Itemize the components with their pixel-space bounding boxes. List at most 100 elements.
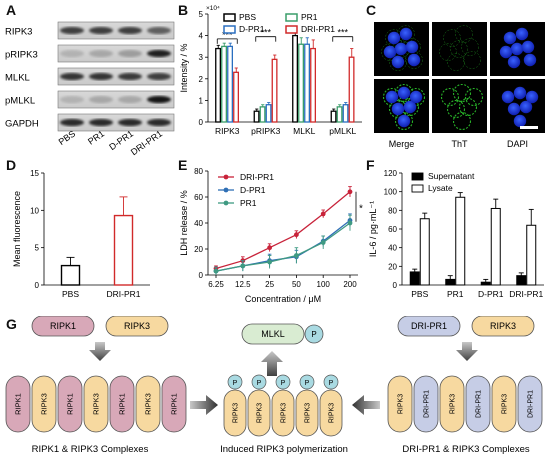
y-tick-label: 5 <box>199 10 204 19</box>
tht-signal <box>461 38 479 56</box>
panel-label-d: D <box>6 157 17 173</box>
legend-swatch <box>223 13 236 22</box>
bar <box>304 43 310 123</box>
ripk1-subunit-label: RIPK1 <box>66 393 75 415</box>
nucleus <box>391 102 405 116</box>
nucleus <box>403 100 417 114</box>
panel-label-f: F <box>366 157 375 173</box>
y-tick-label: 60 <box>388 225 397 234</box>
panel-label-e: E <box>178 157 188 173</box>
bar <box>330 110 337 123</box>
x-tick-label: pMLKL <box>329 126 356 136</box>
caption-right: DRI-PR1 & RIPK3 Complexes <box>402 444 529 455</box>
y-tick-label: 80 <box>194 167 203 176</box>
phosphate <box>323 374 339 390</box>
legend-swatch <box>285 25 298 34</box>
x-tick-label: RIPK3 <box>215 126 240 136</box>
nucleus <box>515 27 529 41</box>
blot-band <box>60 72 84 81</box>
blot-row-label: pMLKL <box>5 96 35 107</box>
up-arrow <box>261 351 283 376</box>
phosphate-label: P <box>257 380 262 387</box>
right-arrow <box>190 395 218 415</box>
bar <box>215 47 221 123</box>
micrograph-label: DAPI <box>507 139 528 149</box>
bar <box>310 47 316 123</box>
nucleus <box>397 114 411 128</box>
y-tick-label: 2 <box>199 75 204 84</box>
blot-row-label: RIPK3 <box>5 27 32 38</box>
legend-label: Supernatant <box>428 171 475 181</box>
bar <box>419 218 430 286</box>
ripk3-monomer <box>471 316 535 337</box>
nucleus <box>510 42 524 56</box>
y-tick-label: 20 <box>194 245 203 254</box>
ripk3-subunit-label: RIPK3 <box>144 393 153 415</box>
blot-strip <box>57 113 175 132</box>
dri-pr1-subunit-label: DRI-PR1 <box>423 390 430 418</box>
data-point <box>213 268 219 274</box>
data-point <box>294 232 299 238</box>
nucleus <box>503 31 517 45</box>
blot-row-label: GAPDH <box>5 119 39 130</box>
y-tick-label: 60 <box>194 193 203 202</box>
microscopy-panel: Merge ThT DAPI <box>374 22 545 149</box>
phosphate <box>304 324 324 344</box>
tht-signal <box>443 29 461 47</box>
panel-label-g: G <box>6 316 17 332</box>
ripk3-polymer-subunit <box>247 389 271 437</box>
bar <box>265 104 272 123</box>
axis-multiplier: ×10⁴ <box>206 5 220 12</box>
data-point <box>347 189 353 195</box>
tht-signal <box>447 53 465 71</box>
ripk3-polymer-subunit <box>295 389 319 437</box>
tht-signal <box>439 43 457 61</box>
phosphate-label: P <box>233 380 238 387</box>
phosphate <box>251 374 267 390</box>
ripk3-polymer-subunit <box>319 389 343 437</box>
nucleus <box>523 53 537 67</box>
tht-signal <box>464 87 484 107</box>
legend-marker <box>223 174 229 180</box>
phosphate <box>299 374 315 390</box>
legend-label: PR1 <box>240 198 257 208</box>
legend-label: DRI-PR1 <box>301 24 335 34</box>
tht-signal <box>452 111 472 131</box>
ripk3-monomer-label: RIPK3 <box>124 321 150 331</box>
blot-lane-label: DRI-PR1 <box>129 128 164 157</box>
dri-pr1-subunit <box>465 375 491 433</box>
scale-bar <box>520 126 538 129</box>
tht-signal <box>440 87 460 107</box>
blot-band <box>118 49 142 58</box>
bar <box>227 45 233 123</box>
legend-label: D-PR1 <box>240 185 266 195</box>
ripk1-monomer <box>31 316 95 337</box>
ripk3-monomer <box>105 316 169 337</box>
tht-signal <box>397 25 415 43</box>
nucleus <box>387 31 401 45</box>
bar <box>233 71 239 123</box>
series-line <box>215 222 351 272</box>
ripk3-subunit <box>31 375 57 433</box>
ripk3-subunit <box>387 375 413 433</box>
ripk1-subunit <box>161 375 187 433</box>
dri-pr1-subunit <box>517 375 543 433</box>
significance-label: *** <box>337 28 348 38</box>
x-tick-label: DRI-PR1 <box>106 289 140 299</box>
y-axis-title: Mean fluorescence <box>12 191 22 267</box>
nucleus <box>521 40 535 54</box>
nucleus <box>525 90 539 104</box>
x-tick-label: PR1 <box>447 289 464 299</box>
data-point <box>240 263 246 269</box>
x-tick-label: 200 <box>343 280 357 289</box>
chart-e: 0 20 40 60 80 LDH release / % Concentration / … <box>179 167 363 304</box>
down-arrow <box>456 342 478 361</box>
blot-band <box>60 26 84 35</box>
ripk3-subunit <box>83 375 109 433</box>
ripk3-subunit <box>491 375 517 433</box>
ripk3-polymer-subunit <box>271 389 295 437</box>
bar <box>480 281 491 286</box>
blot-band <box>60 118 84 127</box>
blot-strip <box>57 67 175 86</box>
micrograph-label: Merge <box>389 139 415 149</box>
